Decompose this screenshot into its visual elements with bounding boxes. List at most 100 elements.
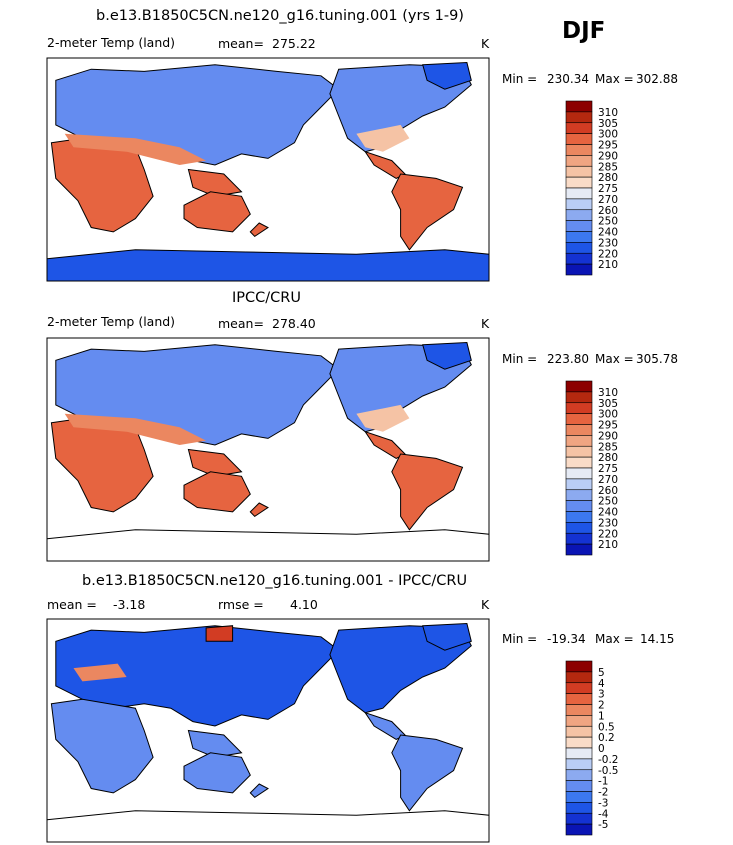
colorbar-swatch xyxy=(565,263,593,276)
panel-1-min-value: 230.34 xyxy=(547,72,589,86)
panel-1-max-value: 302.88 xyxy=(636,72,678,86)
map-panel-2 xyxy=(46,337,490,562)
colorbar-tick-label: -3 xyxy=(598,797,608,809)
colorbar-swatch xyxy=(565,144,593,156)
colorbar-swatch xyxy=(565,187,593,200)
landmass-samer xyxy=(391,734,464,812)
warm-band-namer xyxy=(356,404,410,432)
map-frame xyxy=(46,337,490,562)
colorbar-tick-label: 285 xyxy=(598,161,618,173)
colorbar-tick-label: 0.5 xyxy=(598,721,615,733)
colorbar-swatch xyxy=(565,242,593,254)
colorbar-swatch xyxy=(565,424,593,436)
landmass-nzl xyxy=(249,783,269,799)
panel-3-rmse-label: rmse = xyxy=(218,597,264,612)
colorbar-tick-label: 230 xyxy=(598,517,618,529)
colorbar-tick-label: 3 xyxy=(598,689,605,701)
landmass-greenl xyxy=(422,61,472,90)
anomaly-hotspot xyxy=(205,625,234,642)
colorbar-swatch xyxy=(565,489,593,501)
colorbar-swatch xyxy=(565,478,593,491)
colorbar-tick-label: -1 xyxy=(598,776,608,788)
colorbar-swatch xyxy=(565,402,593,414)
colorbar-swatch xyxy=(565,736,593,749)
colorbar-swatch xyxy=(565,209,593,221)
panel-1-variable-label: 2-meter Temp (land) xyxy=(47,35,176,50)
colorbar-swatch xyxy=(565,467,593,480)
colorbar-tick-label: 0 xyxy=(598,743,605,755)
panel-2-mean-label: mean= xyxy=(218,316,264,331)
colorbar-swatch xyxy=(565,747,593,760)
panel-2-min-label: Min = xyxy=(502,352,538,366)
colorbar-swatch xyxy=(565,758,593,771)
map-panel-1 xyxy=(46,57,490,282)
panel-3-units: K xyxy=(481,597,490,612)
colorbar-tick-label: 280 xyxy=(598,452,618,464)
colorbar-swatch xyxy=(565,155,593,167)
colorbar-swatch xyxy=(565,543,593,556)
anomaly-warm-patch xyxy=(73,663,127,682)
landmass-samer xyxy=(391,453,464,531)
colorbar-swatch xyxy=(565,391,593,404)
colorbar-tick-label: 300 xyxy=(598,409,618,421)
colorbar-tick-label: -4 xyxy=(598,808,609,820)
colorbar-tick-label: 280 xyxy=(598,172,618,184)
landmass-samer xyxy=(391,173,464,251)
colorbar-tick-label: -0.2 xyxy=(598,754,619,766)
colorbar-swatch xyxy=(565,100,593,113)
warm-band-eurasia xyxy=(64,413,207,445)
landmass-nzl xyxy=(249,502,269,518)
panel-2-variable-label: 2-meter Temp (land) xyxy=(47,314,176,329)
colorbar-swatch xyxy=(565,198,593,211)
colorbar-tick-label: 295 xyxy=(598,140,618,152)
colorbar-tick-label: 310 xyxy=(598,107,618,119)
colorbar-swatch xyxy=(565,802,593,814)
panel-2-max-label: Max = xyxy=(595,352,634,366)
colorbar-tick-label: 290 xyxy=(598,150,618,162)
colorbar-swatch xyxy=(565,725,593,738)
colorbar-swatch xyxy=(565,791,593,803)
landmass-austral xyxy=(183,191,251,233)
colorbar-swatch xyxy=(565,704,593,716)
panel-3-min-value: -19.34 xyxy=(547,632,586,646)
panel-1-units: K xyxy=(481,36,490,51)
colorbar-swatch xyxy=(565,380,593,393)
colorbar-swatch xyxy=(565,122,593,134)
colorbar-tick-label: -2 xyxy=(598,787,608,799)
season-label: DJF xyxy=(562,18,606,44)
panel-3-mean-value: -3.18 xyxy=(113,597,146,612)
colorbar-tick-label: 2 xyxy=(598,700,605,712)
colorbar-tick-label: 270 xyxy=(598,194,618,206)
colorbar-tick-label: 310 xyxy=(598,387,618,399)
colorbar-tick-label: 290 xyxy=(598,430,618,442)
colorbar-tick-label: 250 xyxy=(598,216,618,228)
colorbar-tick-label: 240 xyxy=(598,227,618,239)
panel-1-mean-value: 275.22 xyxy=(272,36,316,51)
panel-3-max-value: 14.15 xyxy=(640,632,675,646)
map-frame xyxy=(46,57,490,282)
warm-band-namer xyxy=(356,124,410,152)
colorbar-tick-label: 240 xyxy=(598,507,618,519)
colorbar-swatch xyxy=(565,435,593,447)
landmass-greenl xyxy=(422,622,472,651)
colorbar-swatch xyxy=(565,445,593,458)
landmass-nzl xyxy=(249,222,269,238)
colorbar-tick-label: 260 xyxy=(598,485,618,497)
panel-1-mean-label: mean= xyxy=(218,36,264,51)
colorbar-tick-label: 4 xyxy=(598,678,605,690)
colorbar-tick-label: -0.5 xyxy=(598,765,619,777)
panel-3-rmse-value: 4.10 xyxy=(290,597,318,612)
colorbar-swatch xyxy=(565,456,593,469)
colorbar-swatch xyxy=(565,671,593,684)
landmass-africa xyxy=(50,698,154,794)
colorbar-tick-label: 1 xyxy=(598,710,605,722)
colorbar-swatch xyxy=(565,176,593,189)
colorbar-swatch xyxy=(565,780,593,792)
colorbar-swatch xyxy=(565,133,593,145)
panel-3-title: b.e13.B1850C5CN.ne120_g16.tuning.001 - I… xyxy=(82,573,468,589)
colorbar-tick-label: 220 xyxy=(598,248,618,260)
panel-1-min-label: Min = xyxy=(502,72,538,86)
colorbar-tick-label: 5 xyxy=(598,667,605,679)
